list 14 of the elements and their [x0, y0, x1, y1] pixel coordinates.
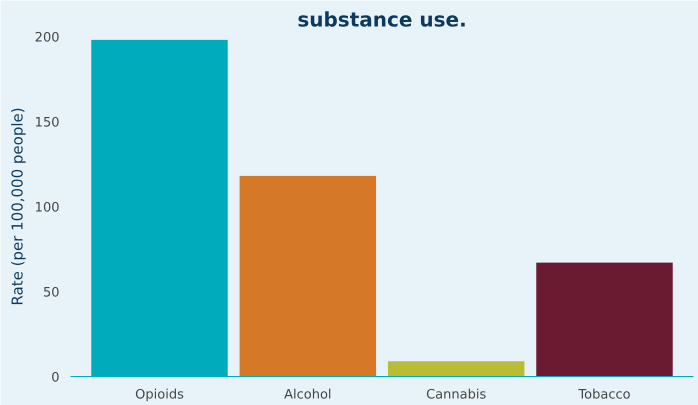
- bar: [536, 262, 673, 376]
- y-axis-title: Rate (per 100,000 people): [8, 107, 27, 306]
- y-tick-label: 150: [34, 116, 60, 130]
- y-tick-label: 200: [34, 30, 60, 46]
- y-tick-label: 50: [42, 286, 60, 300]
- chart-title: substance use.: [297, 8, 467, 32]
- x-tick-label: Cannabis: [426, 388, 486, 402]
- x-tick-label: Tobacco: [577, 388, 631, 402]
- y-tick-label: 0: [51, 370, 60, 386]
- y-tick-label: 100: [34, 200, 60, 216]
- x-tick-label: Opioids: [135, 388, 184, 402]
- x-tick-label: Alcohol: [284, 388, 332, 402]
- bar: [388, 361, 524, 376]
- bar: [240, 176, 376, 376]
